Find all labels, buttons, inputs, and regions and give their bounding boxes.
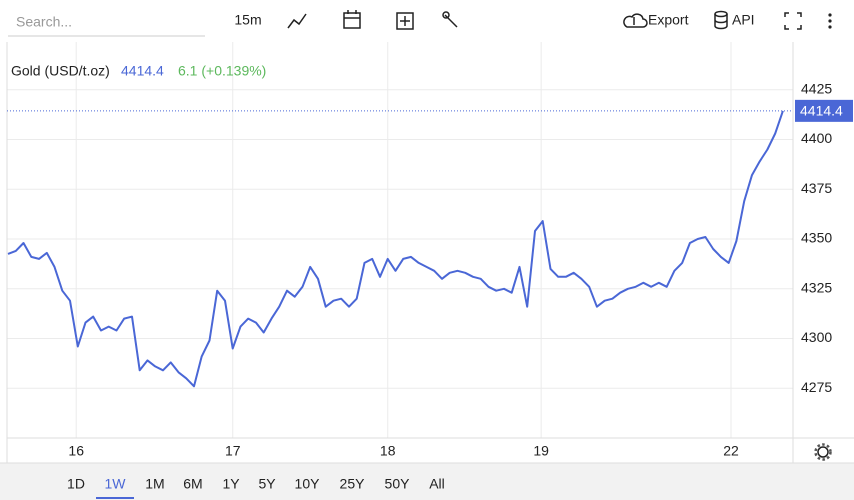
- price-change: 6.1 (+0.139%): [178, 63, 266, 79]
- line-type-icon[interactable]: [287, 13, 307, 29]
- range-button[interactable]: 1Y: [222, 476, 240, 492]
- range-button[interactable]: 1W: [105, 476, 127, 492]
- api-label[interactable]: API: [732, 12, 755, 28]
- chart-settings-icon[interactable]: [814, 443, 832, 461]
- range-button[interactable]: 25Y: [340, 476, 366, 492]
- range-button[interactable]: 1D: [67, 476, 85, 492]
- y-tick-label: 4400: [801, 130, 832, 146]
- settings-tool-icon[interactable]: [442, 11, 458, 28]
- range-bar: [0, 463, 854, 500]
- y-tick-label: 4375: [801, 180, 832, 196]
- range-button[interactable]: 6M: [183, 476, 202, 492]
- x-tick-label: 17: [225, 443, 241, 459]
- last-price: 4414.4: [121, 63, 164, 79]
- y-tick-label: 4275: [801, 379, 832, 395]
- range-button[interactable]: 5Y: [258, 476, 276, 492]
- y-tick-label: 4325: [801, 279, 832, 295]
- x-tick-label: 16: [68, 443, 84, 459]
- range-button[interactable]: 50Y: [385, 476, 411, 492]
- x-tick-label: 18: [380, 443, 396, 459]
- range-button[interactable]: 10Y: [295, 476, 321, 492]
- api-button[interactable]: API: [714, 10, 755, 30]
- y-tick-label: 4300: [801, 329, 832, 345]
- export-button[interactable]: Export: [623, 12, 689, 28]
- calendar-icon[interactable]: [343, 10, 361, 29]
- grid: [7, 42, 793, 438]
- fullscreen-icon[interactable]: [784, 12, 802, 30]
- add-indicator-icon[interactable]: [396, 12, 414, 30]
- export-label[interactable]: Export: [648, 12, 689, 28]
- x-tick-label: 19: [533, 443, 549, 459]
- more-menu[interactable]: [828, 13, 832, 29]
- range-button[interactable]: All: [429, 476, 445, 492]
- y-tick-label: 4425: [801, 80, 832, 96]
- last-price-tag-label: 4414.4: [800, 103, 843, 119]
- y-tick-label: 4350: [801, 230, 832, 246]
- instrument-name: Gold (USD/t.oz): [11, 63, 110, 79]
- x-tick-label: 22: [723, 443, 739, 459]
- price-line: [7, 110, 784, 388]
- interval-button[interactable]: 15m: [234, 12, 261, 28]
- search-input[interactable]: Search...: [16, 14, 72, 30]
- range-button[interactable]: 1M: [145, 476, 164, 492]
- last-price-tag: [795, 99, 853, 122]
